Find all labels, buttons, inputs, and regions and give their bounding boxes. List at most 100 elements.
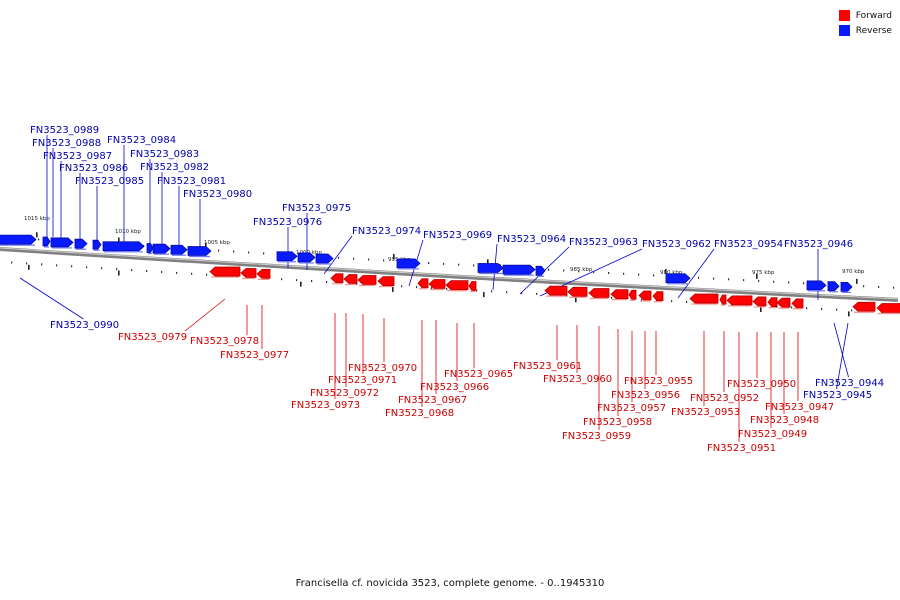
reverse-gene-arrow[interactable] [74,238,88,249]
gene-label[interactable]: FN3523_0968 [385,408,454,419]
gene-label[interactable]: FN3523_0988 [32,138,101,149]
gene-label[interactable]: FN3523_0953 [671,407,740,418]
gene-label[interactable]: FN3523_0981 [157,176,226,187]
gene-label[interactable]: FN3523_0954 [714,239,783,250]
gene-label[interactable]: FN3523_0945 [803,390,872,401]
gene-label[interactable]: FN3523_0961 [513,361,582,372]
gene-label[interactable]: FN3523_0974 [352,226,421,237]
gene-label[interactable]: FN3523_0959 [562,431,631,442]
reverse-gene-arrow[interactable] [477,263,504,273]
gene-label[interactable]: FN3523_0969 [423,230,492,241]
gene-label[interactable]: FN3523_0949 [738,429,807,440]
forward-gene-arrow[interactable] [417,278,429,289]
gene-label[interactable]: FN3523_0960 [543,374,612,385]
forward-gene-arrow[interactable] [544,285,568,296]
gene-label[interactable]: FN3523_0956 [611,390,680,401]
gene-label[interactable]: FN3523_0985 [75,176,144,187]
forward-gene-arrow[interactable] [256,268,271,279]
reverse-gene-arrow[interactable] [146,243,154,253]
reverse-gene-arrow[interactable] [0,234,37,245]
forward-gene-arrow[interactable] [719,294,727,305]
gene-label[interactable]: FN3523_0951 [707,443,776,454]
reverse-gene-arrow[interactable] [187,246,212,256]
gene-label[interactable]: FN3523_0986 [59,163,128,174]
forward-gene-arrow[interactable] [567,286,588,297]
scale-tick [698,276,700,279]
reverse-gene-arrow[interactable] [535,265,546,276]
forward-gene-arrow[interactable] [240,268,257,278]
gene-label[interactable]: FN3523_0950 [727,379,796,390]
gene-label[interactable]: FN3523_0967 [398,395,467,406]
reverse-gene-arrow[interactable] [297,252,316,263]
gene-label[interactable]: FN3523_0965 [444,369,513,380]
forward-gene-arrow[interactable] [876,303,900,313]
gene-label[interactable]: FN3523_0980 [183,189,252,200]
reverse-gene-arrow[interactable] [276,251,298,262]
forward-gene-arrow[interactable] [638,290,652,301]
legend-forward-label: Forward [855,10,892,21]
gene-label[interactable]: FN3523_0962 [642,239,711,250]
reverse-gene-arrow[interactable] [92,239,102,250]
forward-gene-arrow[interactable] [209,266,241,277]
gene-label[interactable]: FN3523_0973 [291,400,360,411]
forward-gene-arrow[interactable] [726,295,753,306]
reverse-gene-arrow[interactable] [502,264,536,275]
gene-label[interactable]: FN3523_0946 [784,239,853,250]
gene-label[interactable]: FN3523_0955 [624,376,693,387]
reverse-gene-arrow[interactable] [315,253,334,264]
forward-gene-arrow[interactable] [357,275,377,285]
reverse-gene-arrow[interactable] [806,280,827,291]
gene-label[interactable]: FN3523_0948 [750,415,819,426]
reverse-gene-arrow[interactable] [50,237,74,248]
gene-label[interactable]: FN3523_0976 [253,217,322,228]
forward-gene-arrow[interactable] [468,281,477,291]
gene-label[interactable]: FN3523_0952 [690,393,759,404]
gene-label[interactable]: FN3523_0989 [30,125,99,136]
forward-gene-arrow[interactable] [767,297,778,308]
forward-gene-arrow[interactable] [588,288,610,298]
gene-label[interactable]: FN3523_0990 [50,320,119,331]
forward-gene-arrow[interactable] [610,289,629,300]
forward-gene-arrow[interactable] [428,279,446,289]
forward-gene-arrow[interactable] [652,291,664,302]
reverse-gene-arrow[interactable] [102,241,145,252]
forward-gene-arrow[interactable] [752,296,767,307]
reverse-gene-arrow[interactable] [665,273,691,284]
scale-tick [806,307,808,310]
reverse-gene-arrow[interactable] [42,236,51,247]
reverse-gene-arrow[interactable] [840,281,853,292]
gene-label[interactable]: FN3523_0971 [328,375,397,386]
gene-label[interactable]: FN3523_0963 [569,237,638,248]
gene-label[interactable]: FN3523_0977 [220,350,289,361]
gene-label[interactable]: FN3523_0964 [497,234,566,245]
gene-label[interactable]: FN3523_0944 [815,378,884,389]
gene-label[interactable]: FN3523_0978 [190,336,259,347]
gene-label[interactable]: FN3523_0970 [348,363,417,374]
forward-gene-arrow[interactable] [689,293,719,304]
forward-gene-arrow[interactable] [776,297,791,308]
gene-label[interactable]: FN3523_0987 [43,151,112,162]
scale-tick [428,262,430,264]
forward-gene-arrow[interactable] [791,298,804,309]
forward-gene-arrow[interactable] [852,301,876,312]
forward-gene-arrow[interactable] [343,274,358,284]
gene-label[interactable]: FN3523_0957 [597,403,666,414]
gene-label[interactable]: FN3523_0983 [130,149,199,160]
reverse-gene-arrow[interactable] [170,244,188,255]
gene-label[interactable]: FN3523_0982 [140,162,209,173]
gene-label[interactable]: FN3523_0972 [310,388,379,399]
gene-label[interactable]: FN3523_0958 [583,417,652,428]
gene-label[interactable]: FN3523_0979 [118,332,187,343]
reverse-gene-arrow[interactable] [827,281,840,292]
reverse-gene-arrow[interactable] [396,258,421,269]
gene-label[interactable]: FN3523_0966 [420,382,489,393]
forward-gene-arrow[interactable] [377,276,395,286]
reverse-gene-arrow[interactable] [152,243,171,254]
gene-label[interactable]: FN3523_0984 [107,135,176,146]
forward-gene-arrow[interactable] [628,289,637,300]
gene-label[interactable]: FN3523_0947 [765,402,834,413]
gene-label[interactable]: FN3523_0975 [282,203,351,214]
forward-gene-arrow[interactable] [330,273,344,284]
scale-tick [563,269,565,272]
forward-gene-arrow[interactable] [445,280,469,291]
